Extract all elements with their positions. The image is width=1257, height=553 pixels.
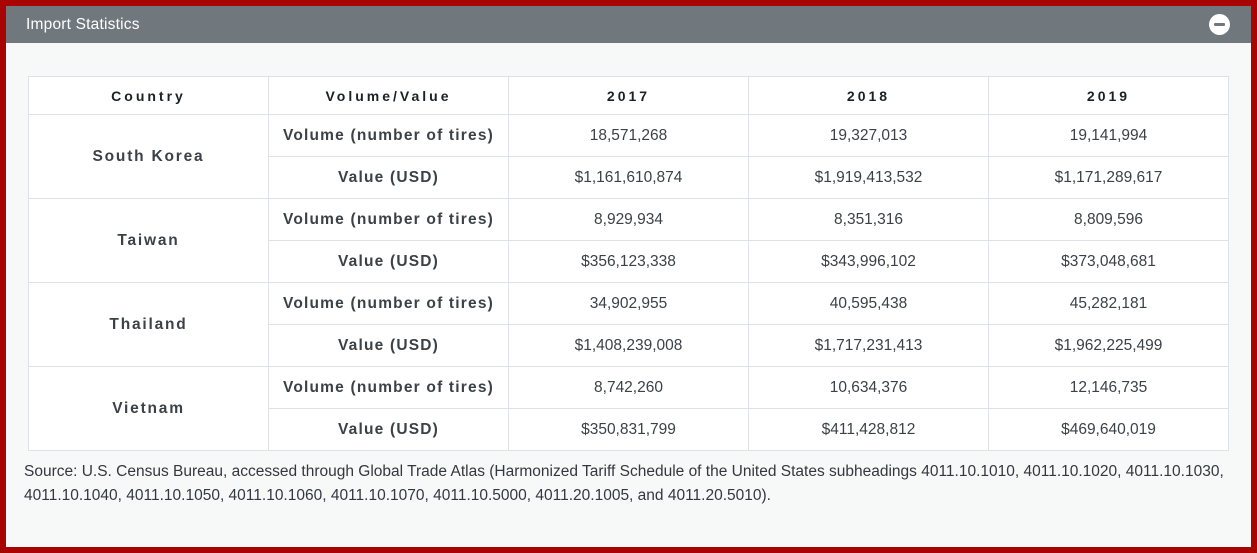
row-label-volume: Volume (number of tires) bbox=[268, 366, 509, 409]
country-cell-south-korea: South Korea bbox=[28, 114, 269, 199]
row-label-value: Value (USD) bbox=[268, 408, 509, 451]
column-header-2018: 2018 bbox=[748, 76, 989, 115]
value-cell: $343,996,102 bbox=[748, 240, 989, 283]
row-label-value: Value (USD) bbox=[268, 156, 509, 199]
source-note: Source: U.S. Census Bureau, accessed thr… bbox=[24, 463, 1224, 504]
value-cell: $1,408,239,008 bbox=[508, 324, 749, 367]
row-label-volume: Volume (number of tires) bbox=[268, 282, 509, 325]
row-label-value: Value (USD) bbox=[268, 324, 509, 367]
value-cell: $1,161,610,874 bbox=[508, 156, 749, 199]
row-label-value: Value (USD) bbox=[268, 240, 509, 283]
column-header-volume-value: Volume/Value bbox=[268, 76, 509, 115]
table-row: Value (USD) $1,408,239,008 $1,717,231,41… bbox=[29, 324, 1229, 367]
value-cell: 8,742,260 bbox=[508, 366, 749, 409]
value-cell: $356,123,338 bbox=[508, 240, 749, 283]
country-cell-vietnam: Vietnam bbox=[28, 366, 269, 451]
value-cell: 12,146,735 bbox=[988, 366, 1229, 409]
value-cell: 8,351,316 bbox=[748, 198, 989, 241]
country-cell-taiwan: Taiwan bbox=[28, 198, 269, 283]
value-cell: 19,141,994 bbox=[988, 114, 1229, 157]
table-row: Thailand Volume (number of tires) 34,902… bbox=[28, 282, 1229, 367]
panel-title: Import Statistics bbox=[26, 15, 140, 33]
value-cell: 34,902,955 bbox=[508, 282, 749, 325]
value-cell: $1,171,289,617 bbox=[988, 156, 1229, 199]
value-cell: $373,048,681 bbox=[988, 240, 1229, 283]
value-cell: $411,428,812 bbox=[748, 408, 989, 451]
table-row: Vietnam Volume (number of tires) 8,742,2… bbox=[28, 366, 1229, 451]
value-cell: 10,634,376 bbox=[748, 366, 989, 409]
panel-header: Import Statistics bbox=[6, 6, 1251, 43]
row-label-volume: Volume (number of tires) bbox=[268, 114, 509, 157]
panel-content: Country Volume/Value 2017 2018 2019 Sout… bbox=[6, 43, 1251, 508]
table-row: Value (USD) $1,161,610,874 $1,919,413,53… bbox=[29, 156, 1229, 199]
column-header-2017: 2017 bbox=[508, 76, 749, 115]
value-cell: 8,929,934 bbox=[508, 198, 749, 241]
value-cell: $1,919,413,532 bbox=[748, 156, 989, 199]
value-cell: $1,962,225,499 bbox=[988, 324, 1229, 367]
row-label-volume: Volume (number of tires) bbox=[268, 198, 509, 241]
table-row: Value (USD) $350,831,799 $411,428,812 $4… bbox=[29, 408, 1229, 451]
value-cell: 8,809,596 bbox=[988, 198, 1229, 241]
table-row: South Korea Volume (number of tires) 18,… bbox=[28, 114, 1229, 199]
value-cell: 40,595,438 bbox=[748, 282, 989, 325]
value-cell: $1,717,231,413 bbox=[748, 324, 989, 367]
table-header-row: Country Volume/Value 2017 2018 2019 bbox=[28, 76, 1229, 115]
table-row: Value (USD) $356,123,338 $343,996,102 $3… bbox=[29, 240, 1229, 283]
column-header-country: Country bbox=[28, 76, 269, 115]
value-cell: 18,571,268 bbox=[508, 114, 749, 157]
value-cell: $469,640,019 bbox=[988, 408, 1229, 451]
minus-circle-icon bbox=[1214, 23, 1225, 26]
collapse-panel-button[interactable] bbox=[1209, 14, 1230, 35]
value-cell: 45,282,181 bbox=[988, 282, 1229, 325]
value-cell: $350,831,799 bbox=[508, 408, 749, 451]
value-cell: 19,327,013 bbox=[748, 114, 989, 157]
column-header-2019: 2019 bbox=[988, 76, 1229, 115]
country-cell-thailand: Thailand bbox=[28, 282, 269, 367]
table-row: Taiwan Volume (number of tires) 8,929,93… bbox=[28, 198, 1229, 283]
import-statistics-table: Country Volume/Value 2017 2018 2019 Sout… bbox=[28, 76, 1229, 451]
